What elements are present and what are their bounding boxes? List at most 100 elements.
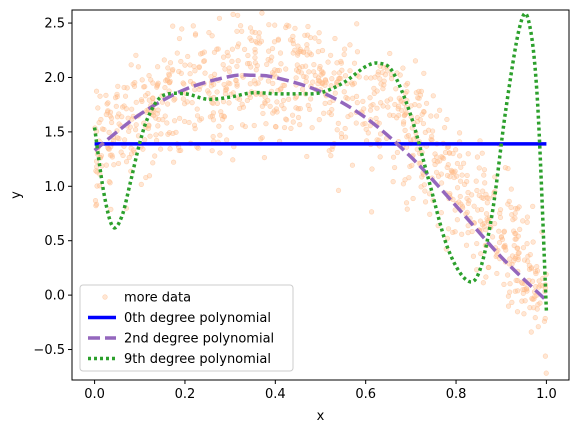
scatter-point xyxy=(492,221,498,227)
scatter-point xyxy=(363,126,369,132)
scatter-point xyxy=(116,135,122,142)
scatter-point xyxy=(476,165,482,171)
scatter-point xyxy=(126,154,132,161)
scatter-point xyxy=(530,203,536,209)
scatter-point xyxy=(328,83,334,89)
scatter-point xyxy=(147,133,153,139)
scatter-point xyxy=(230,11,236,17)
scatter-point xyxy=(155,64,161,70)
scatter-point xyxy=(508,186,514,192)
scatter-point xyxy=(300,49,306,55)
scatter-point xyxy=(398,98,404,105)
scatter-point xyxy=(341,51,347,58)
scatter-point xyxy=(394,115,400,121)
scatter-point xyxy=(138,181,144,187)
scatter-point xyxy=(460,205,466,211)
y-axis-label: y xyxy=(9,191,24,199)
scatter-point xyxy=(115,83,121,89)
scatter-point xyxy=(514,309,521,315)
scatter-point xyxy=(406,175,412,181)
scatter-point xyxy=(321,110,327,116)
scatter-point xyxy=(484,216,490,222)
scatter-point xyxy=(150,160,156,166)
scatter-point xyxy=(152,153,158,159)
legend-label: 0th degree polynomial xyxy=(124,311,271,326)
scatter-point xyxy=(456,130,463,136)
scatter-point xyxy=(158,131,164,137)
scatter-point xyxy=(138,97,144,103)
scatter-point xyxy=(163,78,169,84)
scatter-point xyxy=(237,105,243,112)
scatter-point xyxy=(290,33,296,39)
scatter-point xyxy=(532,315,538,321)
scatter-point xyxy=(482,180,488,186)
scatter-point xyxy=(384,98,390,104)
scatter-point xyxy=(251,122,257,129)
scatter-point xyxy=(219,116,226,122)
scatter-point xyxy=(377,154,383,160)
y-tick-label: 2.0 xyxy=(44,71,65,86)
scatter-point xyxy=(116,121,122,127)
scatter-point xyxy=(234,44,241,50)
scatter-point xyxy=(95,105,101,111)
scatter-point xyxy=(305,23,311,30)
scatter-point xyxy=(350,95,356,101)
scatter-point xyxy=(315,81,321,87)
scatter-point xyxy=(512,210,518,216)
scatter-point xyxy=(196,64,202,70)
x-tick-label: 1.0 xyxy=(536,387,557,402)
scatter-point xyxy=(353,120,359,126)
scatter-point xyxy=(253,81,259,87)
scatter-point xyxy=(115,160,122,167)
scatter-point xyxy=(483,274,489,280)
scatter-point xyxy=(220,54,227,60)
scatter-point xyxy=(371,85,377,91)
scatter-point xyxy=(278,61,284,67)
scatter-point xyxy=(176,147,182,154)
scatter-point xyxy=(470,253,477,259)
legend-label: 9th degree polynomial xyxy=(124,352,271,367)
scatter-point xyxy=(368,209,375,215)
scatter-point xyxy=(310,79,316,85)
scatter-point xyxy=(486,195,492,201)
scatter-point xyxy=(299,64,305,70)
scatter-point xyxy=(154,137,160,144)
scatter-point xyxy=(153,115,159,121)
scatter-point xyxy=(128,62,134,68)
scatter-point xyxy=(454,185,461,191)
scatter-point xyxy=(535,324,541,330)
scatter-point xyxy=(513,205,519,212)
scatter-point xyxy=(252,60,258,66)
scatter-point xyxy=(218,109,224,115)
scatter-point xyxy=(225,53,231,59)
scatter-point xyxy=(507,256,513,262)
scatter-point xyxy=(174,50,180,56)
scatter-point xyxy=(260,110,266,117)
scatter-point xyxy=(375,71,381,78)
scatter-point xyxy=(309,125,315,131)
scatter-point xyxy=(132,80,138,86)
scatter-point xyxy=(271,39,278,45)
scatter-point xyxy=(532,293,538,299)
scatter-point xyxy=(104,101,110,107)
scatter-point xyxy=(130,147,137,153)
scatter-point xyxy=(97,93,103,99)
scatter-point xyxy=(414,118,421,125)
scatter-point xyxy=(367,123,373,129)
scatter-point xyxy=(412,58,419,64)
scatter-point xyxy=(375,69,381,75)
plot-area xyxy=(71,9,570,381)
scatter-point xyxy=(498,234,504,240)
scatter-point xyxy=(211,49,218,55)
scatter-point xyxy=(216,15,223,21)
scatter-point xyxy=(543,370,549,376)
scatter-point xyxy=(387,50,393,57)
scatter-point xyxy=(302,32,308,38)
scatter-point xyxy=(277,50,284,56)
scatter-point xyxy=(464,178,470,185)
scatter-point xyxy=(354,21,360,27)
scatter-point xyxy=(182,62,188,68)
scatter-point xyxy=(307,106,313,112)
scatter-point xyxy=(465,151,471,157)
